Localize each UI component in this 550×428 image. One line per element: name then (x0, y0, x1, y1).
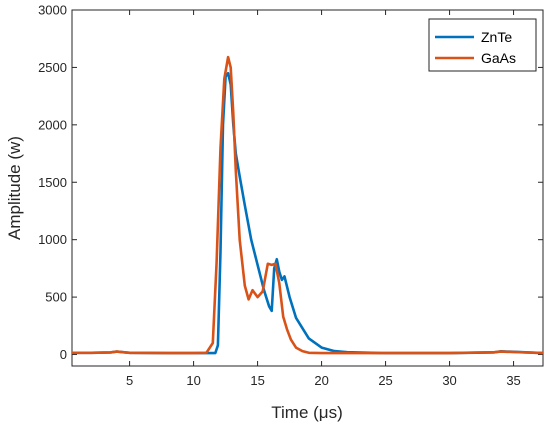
y-tick-label: 0 (60, 347, 67, 362)
series-line-gaas (72, 55, 544, 355)
y-tick-label: 2500 (38, 60, 67, 75)
y-tick-label: 3000 (38, 3, 67, 18)
x-tick-label: 25 (378, 373, 392, 388)
x-tick-label: 15 (250, 373, 264, 388)
y-tick-label: 1000 (38, 232, 67, 247)
y-tick-label: 1500 (38, 175, 67, 190)
y-axis-ticks: 0 500 1000 1500 2000 2500 3000 (38, 3, 543, 362)
y-tick-label: 500 (45, 290, 67, 305)
x-tick-label: 10 (186, 373, 200, 388)
legend-label-gaas: GaAs (481, 50, 516, 66)
x-tick-label: 35 (506, 373, 520, 388)
x-axis-title: Time (μs) (271, 403, 343, 422)
x-axis-ticks: 5 10 15 20 25 30 35 (126, 10, 521, 388)
legend-label-znte: ZnTe (481, 29, 512, 45)
x-tick-label: 5 (126, 373, 133, 388)
x-tick-label: 20 (314, 373, 328, 388)
y-axis-title: Amplitude (w) (5, 136, 24, 240)
legend-box (428, 18, 537, 72)
series-layer (72, 55, 544, 355)
y-tick-label: 2000 (38, 117, 67, 132)
legend: ZnTe GaAs (428, 18, 537, 72)
x-tick-label: 30 (442, 373, 456, 388)
